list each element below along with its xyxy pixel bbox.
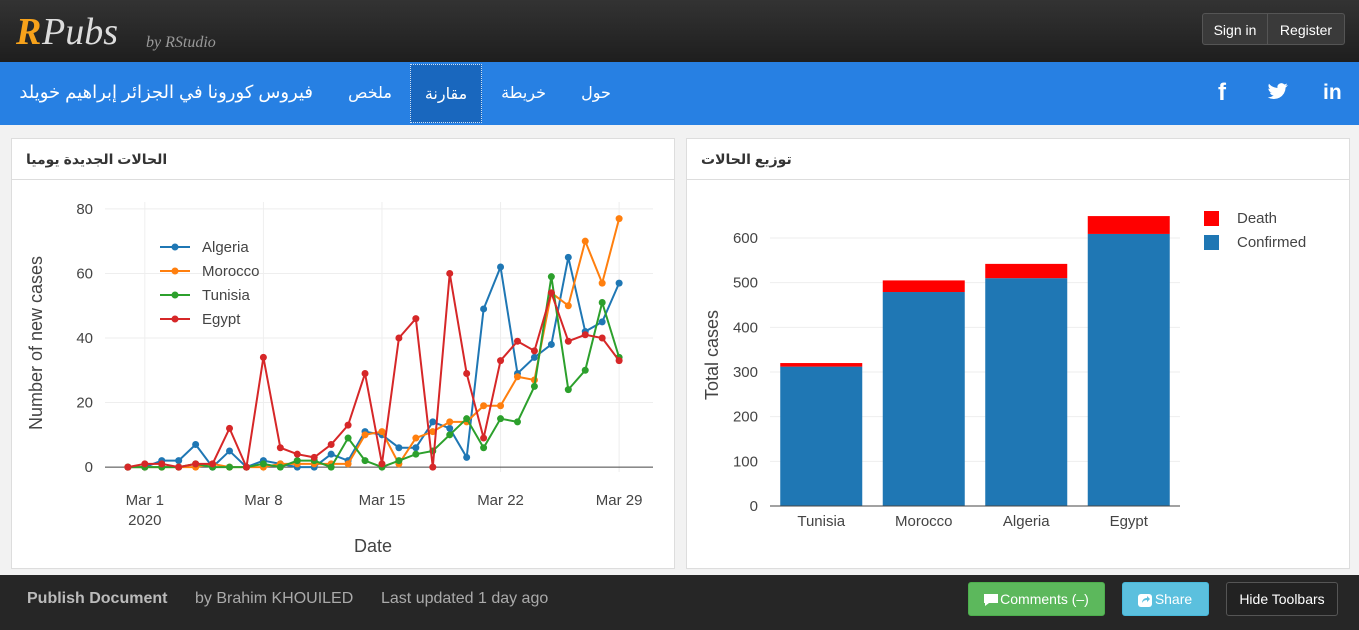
register-button[interactable]: Register (1267, 13, 1345, 45)
share-icon (1138, 594, 1152, 607)
nav-item[interactable]: مقارنة (410, 64, 482, 123)
panel: الحالات الجديدة يوميا (11, 138, 675, 569)
panel-title: الحالات الجديدة يوميا (12, 139, 674, 180)
nav-item[interactable]: خريطة (501, 85, 546, 102)
facebook-icon[interactable]: f (1218, 79, 1226, 106)
author: by Brahim KHOUILED (195, 590, 354, 607)
nav-title[interactable]: فيروس كورونا في الجزائر إبراهيم خويلد (19, 82, 313, 102)
publish-link[interactable]: Publish Document (27, 590, 168, 607)
footer: Publish Document by Brahim KHOUILED Last… (0, 575, 1359, 630)
twitter-icon[interactable] (1267, 83, 1289, 101)
nav-item[interactable]: ملخص (348, 85, 392, 102)
panel-title-text: توزيع الحالات (701, 151, 792, 167)
logo-by: by RStudio (146, 34, 216, 51)
sign-in-button[interactable]: Sign in (1202, 13, 1268, 45)
logo-r[interactable]: R (16, 11, 42, 53)
comment-icon (984, 594, 998, 606)
hide-toolbars-button[interactable]: Hide Toolbars (1226, 582, 1338, 616)
nav-bar: فيروس كورونا في الجزائر إبراهيم خويلد مل… (0, 62, 1359, 125)
panel-title: توزيع الحالات (687, 139, 1349, 180)
share-label: Share (1154, 591, 1193, 607)
nav-item[interactable]: حول (581, 85, 611, 102)
comments-label: Comments (–) (1000, 591, 1089, 607)
last-updated: Last updated 1 day ago (381, 590, 549, 607)
top-bar: R Pubs by RStudio Sign in Register (0, 0, 1359, 62)
logo-pubs[interactable]: Pubs (42, 11, 118, 53)
share-button[interactable]: Share (1122, 582, 1209, 616)
linkedin-icon[interactable]: in (1323, 81, 1342, 104)
comments-button[interactable]: Comments (–) (968, 582, 1105, 616)
panel-title-text: الحالات الجديدة يوميا (26, 151, 168, 167)
panel: توزيع الحالات (686, 138, 1350, 569)
